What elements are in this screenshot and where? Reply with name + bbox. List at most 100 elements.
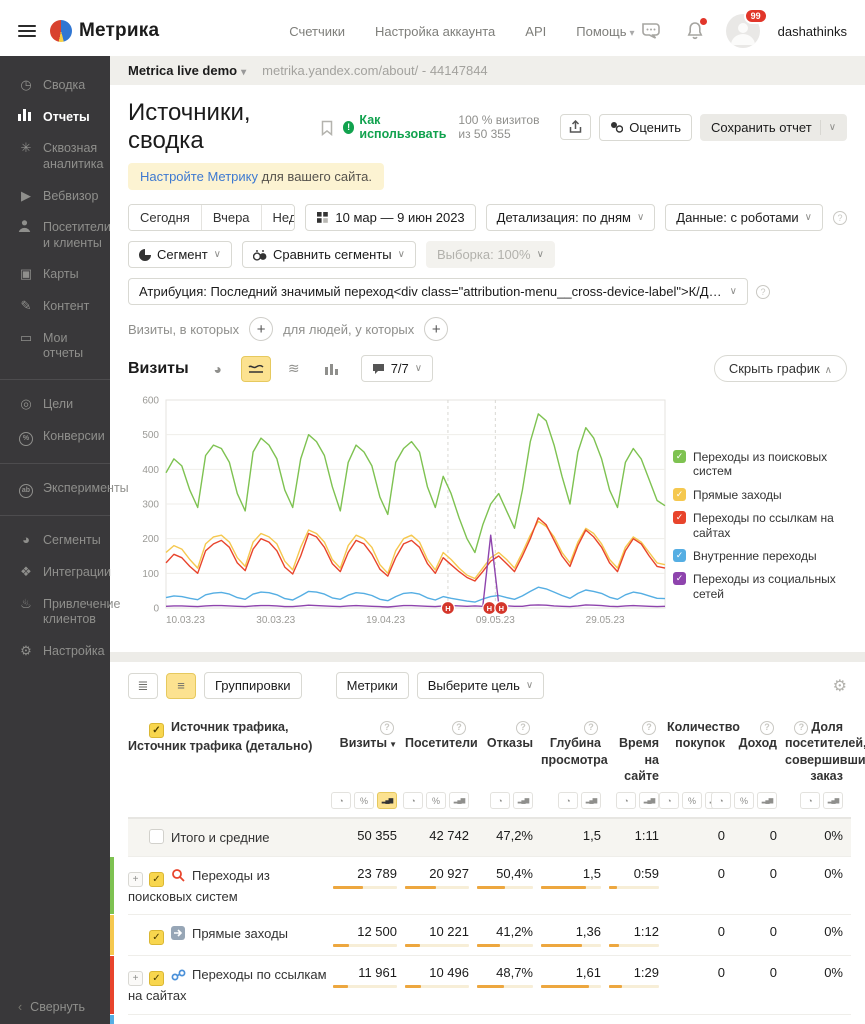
app-logo[interactable]: Метрика [50,20,159,42]
bar-view-tool-icon[interactable]: ▂▄▆ [449,792,469,809]
sidebar-item-puzzle[interactable]: ❖ Интеграции [0,557,111,589]
help-icon[interactable]: ? [642,720,656,735]
visits-chart[interactable]: 600 500 400 300 200 100 0 10.03.23 30.03.23 19.04… [128,392,673,644]
row-label[interactable]: Итого и средние [171,830,270,845]
how-to-use-link[interactable]: ! Как использовать [342,113,459,141]
metrics-button[interactable]: Метрики [335,672,409,699]
export-button[interactable] [560,114,592,140]
chart-type-pie-icon[interactable]: ◕ [213,360,222,377]
sidebar-item-snowflake[interactable]: ✳ Сквозная аналитика [0,133,110,180]
attribution-select[interactable]: Атрибуция: Последний значимый переход<di… [128,278,748,305]
legend-item-5[interactable]: ✓ Переходы из социальных сетей [673,572,855,601]
legend-item-4[interactable]: ✓ Внутренние переходы [673,548,855,563]
setup-metrica-link[interactable]: Настройте Метрику [140,169,258,184]
username[interactable]: dashathinks [777,23,847,39]
sidebar-item-map[interactable]: ▣ Карты [0,259,110,291]
help-icon[interactable]: ? [756,284,770,299]
help-icon[interactable]: ? [452,720,466,735]
column-header-7[interactable]: ?Доход [733,711,785,790]
pie-view-tool-icon[interactable]: ◔ [711,792,731,809]
sidebar-item-reports[interactable]: Отчеты [0,102,110,134]
sidebar-item-percent[interactable]: % Конверсии [0,421,110,454]
nav-item-3[interactable]: API [525,23,547,39]
row-label[interactable]: Прямые заходы [192,926,289,941]
pie-view-tool-icon[interactable]: ◔ [558,792,578,809]
annotation-marker[interactable]: H [482,600,497,616]
sidebar-item-pie[interactable]: ◕ Сегменты [0,525,110,557]
segment-button[interactable]: Сегмент ∨ [128,241,232,268]
bar-view-tool-icon[interactable]: ▂▄▆ [513,792,533,809]
date-range-button[interactable]: 10 мар — 9 июн 2023 [305,204,476,231]
list-view-toggle[interactable]: ≣ [128,672,158,699]
pie-view-tool-icon[interactable]: ◔ [616,792,636,809]
pie-view-tool-icon[interactable]: ◔ [403,792,423,809]
rate-button[interactable]: Оценить [599,113,693,141]
pie-view-tool-icon[interactable]: ◔ [800,792,820,809]
data-mode-select[interactable]: Данные: с роботами ∨ [665,204,823,231]
help-icon[interactable]: ? [516,720,530,735]
column-header-3[interactable]: ?Отказы [477,711,541,790]
help-icon[interactable]: ? [760,720,774,735]
nav-item-4[interactable]: Помощь ▾ [576,23,635,39]
help-icon[interactable]: ? [833,210,847,225]
column-header-4[interactable]: ?Глубина просмотра [541,711,609,790]
bookmark-icon[interactable] [321,120,333,136]
legend-item-2[interactable]: ✓ Прямые заходы [673,487,855,502]
row-checkbox[interactable]: ✓ [149,971,164,986]
compare-segments-button[interactable]: Сравнить сегменты ∨ [242,241,416,268]
expand-row-button[interactable]: + [128,971,143,986]
row-checkbox[interactable] [149,829,164,844]
bar-view-tool-icon[interactable]: ▂▄▆ [757,792,777,809]
chart-type-line-icon[interactable] [240,355,271,382]
save-report-button[interactable]: Сохранить отчет ∨ [700,113,848,141]
add-people-filter-button[interactable]: + [424,317,449,341]
row-label[interactable]: Переходы из поисковых систем [128,867,270,904]
add-visit-filter-button[interactable]: + [249,317,274,341]
detalization-select[interactable]: Детализация: по дням ∨ [485,204,656,231]
pct-view-tool-icon[interactable]: % [734,792,754,809]
pct-view-tool-icon[interactable]: % [682,792,702,809]
avatar[interactable]: 99 [725,8,768,48]
column-header-2[interactable]: ?Посетители [405,711,478,790]
sidebar-item-person[interactable]: Посетители и клиенты [0,212,111,259]
sidebar-item-dashboard[interactable]: ◷ Сводка [0,70,110,102]
sidebar-item-play[interactable]: ▶ Вебвизор [0,181,110,213]
bar-view-tool-icon[interactable]: ▂▄▆ [823,792,843,809]
bar-view-tool-icon[interactable]: ▂▄▆ [639,792,659,809]
notifications-bell-icon[interactable] [682,18,708,44]
nav-item-2[interactable]: Настройка аккаунта [374,23,496,39]
help-icon[interactable]: ? [380,720,394,735]
sidebar-collapse-button[interactable]: ‹ Свернуть [18,1000,85,1014]
chat-icon[interactable] [638,18,664,44]
bar-view-tool-icon[interactable]: ▂▄▆ [581,792,601,809]
pie-view-tool-icon[interactable]: ◔ [490,792,510,809]
row-checkbox[interactable]: ✓ [149,871,164,887]
column-header-1[interactable]: ?Визиты ▼ [333,711,405,790]
column-header-5[interactable]: ?Время на сайте [609,711,667,790]
chart-type-area-icon[interactable]: ≋ [287,360,300,376]
pct-view-tool-icon[interactable]: % [354,792,374,809]
tree-view-toggle[interactable]: ≡ [166,672,196,699]
sidebar-item-screen[interactable]: ▭ Мои отчеты [0,323,110,370]
select-goal-button[interactable]: Выберите цель ∨ [416,672,545,699]
legend-item-3[interactable]: ✓ Переходы по ссылкам на сайтах [673,511,855,540]
column-header-6[interactable]: Количество покупок [667,711,740,790]
pct-view-tool-icon[interactable]: % [426,792,446,809]
row-label[interactable]: Переходы по ссылкам на сайтах [128,967,327,1003]
period-button-Сегодня[interactable]: Сегодня [129,205,201,230]
column-header-8[interactable]: ? Доля посетителей, совершивших заказ [785,711,865,790]
legend-item-1[interactable]: ✓ Переходы из поисковых систем [673,450,855,479]
sidebar-item-pen[interactable]: ✎ Контент [0,291,110,323]
comments-select[interactable]: 7/7 ∨ [360,355,434,382]
annotation-marker[interactable]: H [494,600,509,616]
groupings-button[interactable]: Группировки [204,672,302,699]
period-button-Вчера[interactable]: Вчера [200,205,261,230]
chart-type-bar-icon[interactable] [317,356,347,382]
sidebar-item-ab[interactable]: ab Эксперименты [0,473,129,506]
sidebar-item-flame[interactable]: ♨ Привлечение клиентов [0,589,120,636]
nav-item-1[interactable]: Счетчики [289,23,345,39]
expand-row-button[interactable]: + [128,871,143,887]
select-all-checkbox[interactable]: ✓ [149,723,164,738]
bar-view-tool-icon[interactable]: ▂▄▆ [377,792,397,809]
pie-view-tool-icon[interactable]: ◔ [659,792,679,809]
